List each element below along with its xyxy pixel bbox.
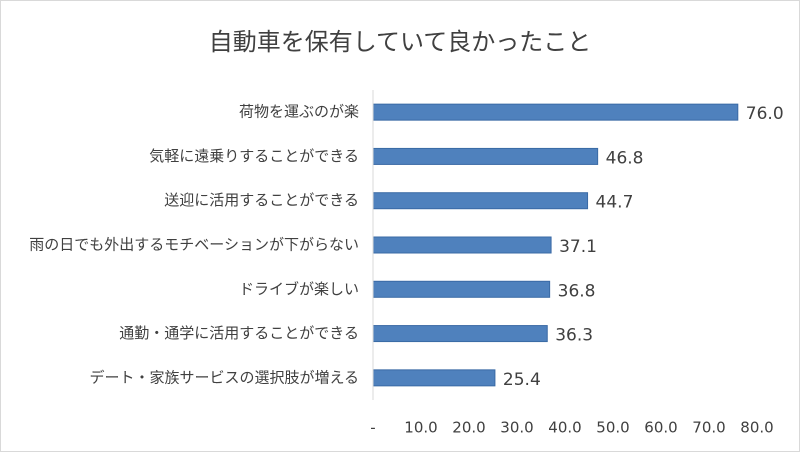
data-label: 36.8 — [558, 281, 596, 301]
data-label: 37.1 — [559, 237, 597, 257]
x-tick-label: 70.0 — [692, 419, 725, 437]
bar — [372, 103, 739, 121]
bar — [372, 147, 599, 165]
bar — [372, 192, 589, 210]
data-label: 25.4 — [503, 370, 541, 390]
x-tick-label: 50.0 — [596, 419, 629, 437]
x-tick-label: 30.0 — [500, 419, 533, 437]
data-label: 36.3 — [555, 326, 593, 346]
data-label: 44.7 — [596, 193, 634, 213]
y-tick-label: 雨の日でも外出するモチベーションが下がらない — [29, 236, 359, 254]
x-tick-label: 40.0 — [548, 419, 581, 437]
bar — [372, 369, 496, 387]
y-tick-label: 気軽に遠乗りすることができる — [149, 147, 359, 165]
data-label: 76.0 — [746, 104, 784, 124]
bar — [372, 236, 552, 254]
x-tick-label: - — [370, 419, 375, 437]
x-tick-label: 80.0 — [740, 419, 773, 437]
x-tick-label: 10.0 — [404, 419, 437, 437]
x-tick-label: 60.0 — [644, 419, 677, 437]
x-tick-label: 20.0 — [452, 419, 485, 437]
y-tick-label: ドライブが楽しい — [239, 280, 359, 298]
chart-title: 自動車を保有していて良かったこと — [209, 28, 592, 56]
y-tick-label: 送迎に活用することができる — [164, 191, 359, 209]
bar — [372, 280, 551, 298]
data-label: 46.8 — [606, 148, 644, 168]
bar — [372, 325, 548, 343]
y-tick-label: 通勤・通学に活用することができる — [119, 324, 359, 342]
y-tick-label: 荷物を運ぶのが楽 — [239, 103, 359, 121]
y-tick-label: デート・家族サービスの選択肢が増える — [89, 368, 359, 386]
